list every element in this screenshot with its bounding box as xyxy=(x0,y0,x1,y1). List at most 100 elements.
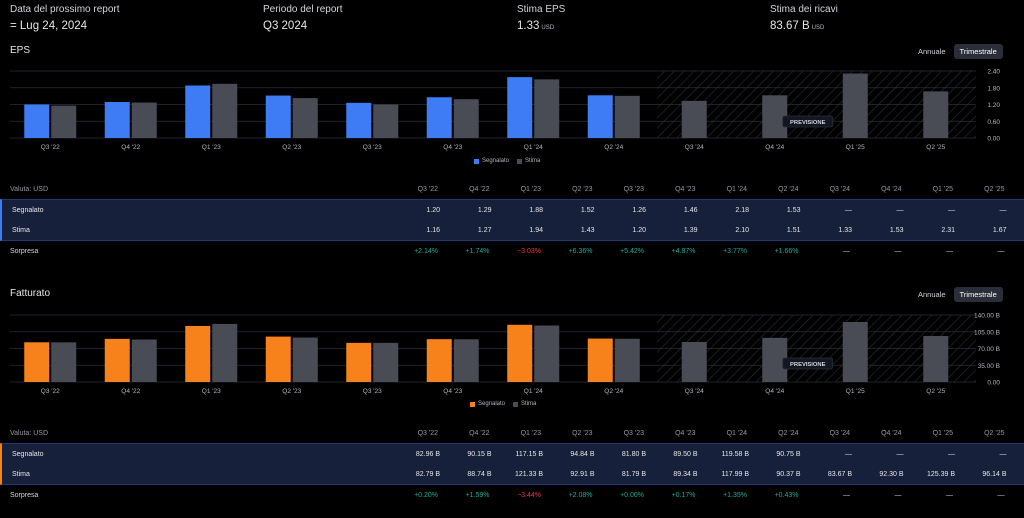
eps-bar-estimate[interactable] xyxy=(292,98,318,138)
revenue-bar-reported[interactable] xyxy=(104,338,130,382)
revenue-bar-estimate[interactable] xyxy=(614,338,640,382)
eps-bar-estimate[interactable] xyxy=(212,83,238,138)
next-report-date-value: = Lug 24, 2024 xyxy=(10,20,88,32)
revenue-surprise-cell: −3.44% xyxy=(517,492,541,499)
eps-bar-reported[interactable] xyxy=(24,104,50,139)
eps-surprise-cell: −3.03% xyxy=(517,248,541,255)
eps-estimate-cell: 1.20 xyxy=(632,227,646,234)
revenue-estimate-unit: USD xyxy=(811,25,825,31)
eps-y-tick-label: 0.00 xyxy=(987,136,1000,143)
eps-estimate-cell: 2.31 xyxy=(941,227,955,234)
revenue-estimate-row-label: Stima xyxy=(12,471,30,478)
revenue-surprise-cell: +2.08% xyxy=(568,492,593,499)
revenue-bar-estimate[interactable] xyxy=(292,337,318,382)
revenue-surprise-cell: — xyxy=(997,492,1005,499)
revenue-bar-reported[interactable] xyxy=(346,342,372,382)
revenue-column-header: Q4 '22 xyxy=(469,430,490,437)
eps-bar-reported[interactable] xyxy=(426,97,452,138)
eps-bar-estimate[interactable] xyxy=(614,95,640,138)
eps-x-tick-label: Q2 '24 xyxy=(604,144,623,151)
revenue-estimate-cell: 88.74 B xyxy=(467,471,492,478)
revenue-bar-estimate[interactable] xyxy=(923,335,949,382)
revenue-bar-reported[interactable] xyxy=(587,338,613,382)
revenue-column-header: Q1 '24 xyxy=(726,430,747,437)
revenue-bar-estimate[interactable] xyxy=(842,321,868,382)
eps-currency-label: Valuta: USD xyxy=(10,186,48,193)
revenue-bar-estimate[interactable] xyxy=(681,341,707,382)
revenue-surprise-cell: +1.35% xyxy=(723,492,747,499)
revenue-surprise-cell: — xyxy=(946,492,953,499)
eps-legend-reported-label: Segnalato xyxy=(482,158,510,164)
eps-column-header: Q2 '23 xyxy=(572,186,593,193)
revenue-legend-estimate-label: Stima xyxy=(521,401,537,407)
eps-bar-estimate[interactable] xyxy=(373,104,399,139)
revenue-surprise-row-label: Sorpresa xyxy=(10,492,39,499)
revenue-annual-button[interactable]: Annuale xyxy=(918,290,946,299)
revenue-bar-reported[interactable] xyxy=(185,325,211,382)
eps-column-header: Q3 '22 xyxy=(417,186,438,193)
eps-quarterly-button[interactable]: Trimestrale xyxy=(953,44,1003,59)
eps-reported-cell: — xyxy=(948,207,955,214)
eps-legend-estimate-label: Stima xyxy=(525,158,541,164)
revenue-column-header: Q1 '23 xyxy=(520,430,541,437)
eps-reported-row-label: Segnalato xyxy=(12,207,44,214)
eps-reported-cell: 1.20 xyxy=(426,207,440,214)
eps-surprise-cell: +5.42% xyxy=(620,248,644,255)
revenue-bar-reported[interactable] xyxy=(265,336,291,382)
revenue-column-header: Q4 '24 xyxy=(881,430,902,437)
revenue-estimate-label: Stima dei ricavi xyxy=(770,4,838,15)
revenue-bar-estimate[interactable] xyxy=(453,339,479,382)
revenue-surprise-cell: — xyxy=(894,492,902,499)
eps-column-header: Q4 '24 xyxy=(881,186,902,193)
revenue-x-tick-label: Q3 '22 xyxy=(41,388,60,395)
revenue-bar-estimate[interactable] xyxy=(373,342,399,382)
eps-x-tick-label: Q4 '24 xyxy=(765,144,784,151)
revenue-bar-estimate[interactable] xyxy=(212,323,238,382)
eps-estimate-cell: 1.16 xyxy=(426,227,440,234)
revenue-bar-reported[interactable] xyxy=(426,339,452,382)
revenue-quarterly-button[interactable]: Trimestrale xyxy=(953,287,1003,302)
eps-bar-estimate[interactable] xyxy=(534,79,560,138)
eps-reported-cell: 1.46 xyxy=(683,207,698,214)
eps-estimate-cell: 1.51 xyxy=(786,227,801,234)
eps-bar-estimate[interactable] xyxy=(453,99,479,138)
revenue-reported-row: Segnalato 82.96 B 90.15 B 117.15 B 94.84 B 8… xyxy=(0,443,1024,464)
eps-estimate-cell: 1.43 xyxy=(580,227,595,234)
revenue-bar-estimate[interactable] xyxy=(51,342,77,382)
eps-bar-reported[interactable] xyxy=(185,85,211,138)
revenue-bar-estimate[interactable] xyxy=(131,339,157,382)
eps-y-tick-label: 1.80 xyxy=(987,85,1000,92)
revenue-bar-reported[interactable] xyxy=(24,342,50,382)
eps-period-toggle[interactable]: Annuale Trimestrale xyxy=(912,44,1003,59)
revenue-surprise-cell: +0.17% xyxy=(671,492,696,499)
revenue-period-toggle[interactable]: Annuale Trimestrale xyxy=(912,287,1003,302)
eps-column-header: Q3 '23 xyxy=(623,186,644,193)
revenue-bar-reported[interactable] xyxy=(507,324,533,382)
eps-bar-reported[interactable] xyxy=(587,95,613,138)
eps-bar-reported[interactable] xyxy=(507,77,533,138)
revenue-bar-estimate[interactable] xyxy=(534,325,560,382)
revenue-reported-cell: — xyxy=(896,451,904,458)
eps-bar-estimate[interactable] xyxy=(681,100,707,138)
eps-annual-button[interactable]: Annuale xyxy=(918,47,946,56)
eps-bar-estimate[interactable] xyxy=(51,105,77,138)
eps-bar-reported[interactable] xyxy=(104,101,130,138)
revenue-reported-cell: 90.15 B xyxy=(467,451,492,458)
eps-bar-estimate[interactable] xyxy=(923,91,949,138)
eps-y-tick-label: 2.40 xyxy=(987,69,1000,76)
revenue-column-header: Q4 '23 xyxy=(675,430,696,437)
eps-bar-reported[interactable] xyxy=(265,95,291,138)
eps-column-header: Q4 '22 xyxy=(469,186,490,193)
revenue-estimate-cell: 89.34 B xyxy=(673,471,698,478)
eps-bar-reported[interactable] xyxy=(346,102,372,138)
revenue-x-tick-label: Q4 '22 xyxy=(121,388,140,395)
eps-bar-estimate[interactable] xyxy=(131,102,157,138)
eps-reported-cell: 1.52 xyxy=(580,207,595,214)
revenue-forecast-badge: PREVISIONE xyxy=(782,357,834,370)
eps-bar-estimate[interactable] xyxy=(842,73,868,138)
eps-table-header: Valuta: USD Q3 '22 Q4 '22 Q1 '23 Q2 '23 Q3 '… xyxy=(0,181,1024,199)
revenue-surprise-cell: +0.00% xyxy=(620,492,644,499)
eps-estimate-row: Stima 1.16 1.27 1.94 1.43 1.20 1.39 2.10 1.51 1.… xyxy=(0,220,1024,241)
next-report-date-label: Data del prossimo report xyxy=(10,4,120,15)
eps-estimate-label: Stima EPS xyxy=(517,4,566,15)
